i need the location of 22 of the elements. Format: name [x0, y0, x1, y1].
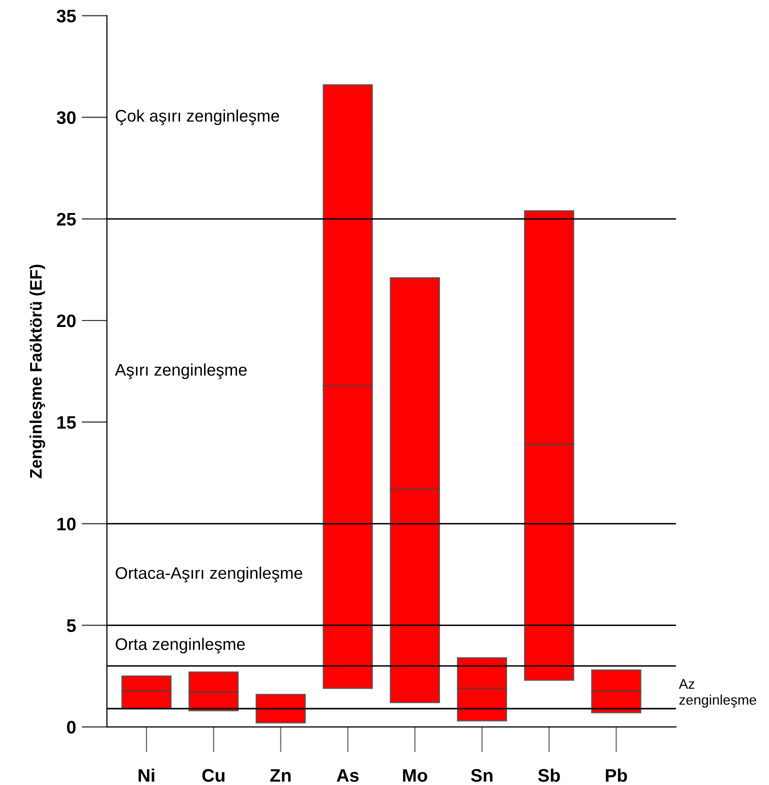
y-tick-label: 15 [57, 416, 76, 429]
x-tick-label: Sn [471, 769, 492, 782]
x-tick-label: Cu [202, 769, 224, 782]
y-tick-label: 25 [56, 212, 76, 226]
y-tick-label: 35 [56, 10, 76, 22]
text: Az zenginleşme [678, 679, 756, 708]
y-tick-label: 20 [56, 314, 76, 328]
x-tick-label: Pb [606, 768, 628, 782]
y-tick-label: 5 [66, 619, 76, 632]
y-tick-label: 30 [56, 111, 76, 124]
x-tick-label: Zn [270, 769, 291, 782]
annotation: Aşırı zenginleşme [114, 364, 247, 380]
annotation: Ortaca-Aşırı zenginleşme [116, 566, 302, 582]
x-tick-label: Ni [138, 768, 154, 782]
y-tick-label: 10 [57, 518, 76, 530]
x-tick-label: Sb [538, 768, 560, 782]
x-tick-label: As [336, 769, 359, 782]
annotation: Orta zenginleşme [116, 638, 245, 654]
y-axis-title: Zenginleşme Faöktörü (EF) [30, 264, 46, 478]
x-tick-label: Mo [403, 769, 428, 782]
y-tick-label: 0 [67, 720, 76, 734]
annotation: Çok aşırı zenginleşme [116, 109, 280, 126]
